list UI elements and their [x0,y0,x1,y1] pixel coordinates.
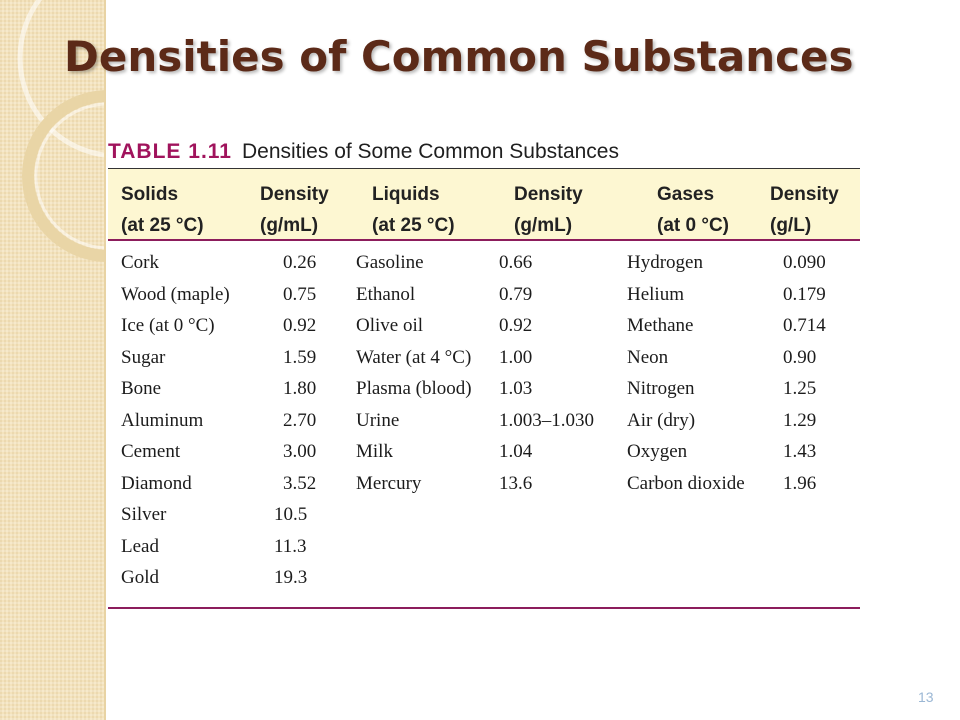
gas-name: Oxygen [627,441,688,462]
solid-name: Aluminum [121,409,204,431]
solid-name: Cement [121,441,181,462]
solid-name: Sugar [121,346,166,368]
liquid-density: 13.6 [499,472,533,494]
liquid-name: Mercury [356,472,422,494]
gas-name: Air (dry) [627,409,696,431]
liquid-name: Gasoline [356,252,424,273]
gas-name: Carbon dioxide [627,472,745,494]
header-gases-density-unit: (g/L) [770,215,812,236]
header-gases-density: Density (g/L) [770,179,839,241]
table-caption-text: Densities of Some Common Substances [241,140,619,163]
gas-density: 1.96 [783,472,817,494]
liquid-density: 1.04 [499,441,533,462]
decorative-side-panel [0,0,106,720]
header-solids-density-title: Density [260,184,329,205]
gas-name: Helium [627,283,684,305]
header-liquids-density: Density (g/mL) [514,179,583,241]
header-gases-title: Gases [657,184,715,205]
solid-name: Ice (at 0 °C) [121,315,215,336]
gas-name: Nitrogen [627,378,695,399]
liquid-density: 1.03 [499,378,533,399]
gas-name: Hydrogen [627,252,703,273]
solid-density: 0.92 [283,315,317,336]
solid-name: Bone [121,378,162,399]
header-gases-condition: (at 0 °C) [657,215,729,236]
header-liquids-density-title: Density [514,184,583,205]
gas-density: 1.25 [783,378,817,399]
liquid-name: Olive oil [356,315,424,336]
solid-name: Gold [121,567,159,588]
header-gases-density-title: Density [770,184,839,205]
gas-density: 0.179 [783,283,826,305]
header-gases: Gases (at 0 °C) [657,179,729,241]
solid-density: 11.3 [274,535,307,557]
header-liquids-density-unit: (g/mL) [514,215,573,236]
liquid-name: Urine [356,409,400,431]
liquid-name: Water (at 4 °C) [356,346,472,368]
header-liquids: Liquids (at 25 °C) [372,179,455,241]
solid-name: Cork [121,252,159,273]
solid-density: 0.75 [283,283,317,305]
page-number: 13 [918,689,934,705]
liquid-name: Milk [356,441,393,462]
gas-density: 1.43 [783,441,817,462]
table-number: TABLE 1.11 [108,140,232,163]
header-solids-density-unit: (g/mL) [260,215,319,236]
header-liquids-condition: (at 25 °C) [372,215,455,236]
slide-title: Densities of Common Substances [64,32,854,81]
table-caption: TABLE 1.11 Densities of Some Common Subst… [108,140,860,164]
header-liquids-title: Liquids [372,184,440,205]
gas-name: Methane [627,315,694,336]
table-header-row: Solids (at 25 °C) Density (g/mL) Liquids… [108,169,860,241]
liquid-name: Plasma (blood) [356,378,472,399]
solid-density: 2.70 [283,409,317,431]
solid-density: 3.00 [283,441,317,462]
liquid-density: 1.00 [499,346,533,368]
gas-density: 0.090 [783,252,826,273]
gas-density: 0.90 [783,346,817,368]
density-table: Solids (at 25 °C) Density (g/mL) Liquids… [108,168,860,609]
header-solids: Solids (at 25 °C) [121,179,204,241]
liquid-name: Ethanol [356,283,416,305]
gas-name: Neon [627,346,669,368]
gas-density: 1.29 [783,409,817,431]
liquid-density: 0.79 [499,283,533,305]
liquid-density: 0.92 [499,315,533,336]
gas-density: 0.714 [783,315,826,336]
liquid-density: 1.003–1.030 [499,409,594,431]
solid-density: 0.26 [283,252,317,273]
solid-name: Diamond [121,472,192,494]
solid-density: 3.52 [283,472,317,494]
header-solids-title: Solids [121,184,179,205]
header-solids-condition: (at 25 °C) [121,215,204,236]
decorative-rings [17,0,104,262]
solid-density: 19.3 [274,567,308,588]
solid-density: 1.59 [283,346,317,368]
solid-name: Wood (maple) [121,283,230,305]
solid-density: 10.5 [274,504,308,525]
solid-name: Lead [121,535,159,557]
liquid-density: 0.66 [499,252,533,273]
solid-name: Silver [121,504,167,525]
header-solids-density: Density (g/mL) [260,179,329,241]
solid-density: 1.80 [283,378,317,399]
